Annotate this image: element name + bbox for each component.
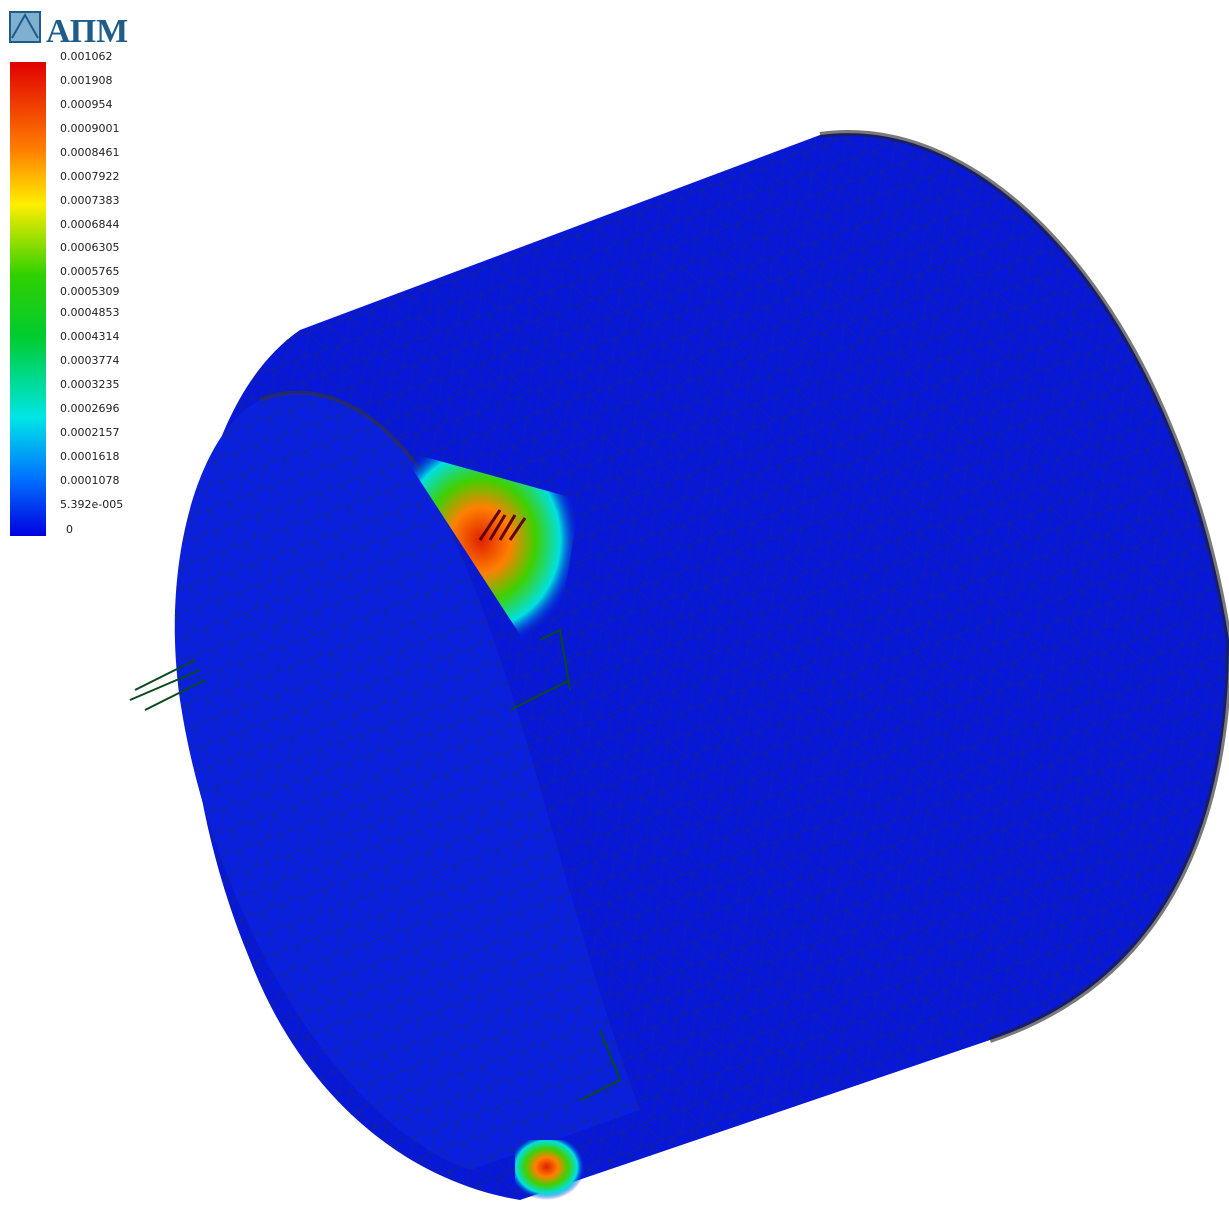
model [130, 133, 1229, 1200]
legend-label: 0.0006844 [60, 218, 120, 231]
legend-label: 0.0002696 [60, 402, 120, 415]
legend-label: 0.001908 [60, 74, 113, 87]
legend-label: 0.000954 [60, 98, 113, 111]
logo-text: АПМ [46, 13, 128, 50]
legend-label: 0.0004314 [60, 330, 120, 343]
legend-label: 0.0001078 [60, 474, 120, 487]
legend-label: 5.392e-005 [60, 498, 123, 511]
legend-label: 0.0004853 [60, 306, 120, 319]
legend-label: 0.0007383 [60, 194, 120, 207]
page: АПМ 0.001062 0.001908 0.000954 0.0009001 0.0… [0, 0, 1229, 1209]
legend-label: 0 [66, 523, 73, 536]
legend-label: 0.001062 [60, 50, 113, 63]
legend-label: 0.0006305 [60, 241, 120, 254]
legend-label: 0.0005765 [60, 265, 120, 278]
legend-label: 0.0002157 [60, 426, 120, 439]
legend-label: 0.0001618 [60, 450, 120, 463]
legend-panel: АПМ 0.001062 0.001908 0.000954 0.0009001 0.0… [0, 12, 170, 552]
logo-icon [10, 12, 40, 42]
legend-label: 0.0005309 [60, 285, 120, 298]
legend-label: 0.0008461 [60, 146, 120, 159]
legend-label: 0.0003774 [60, 354, 120, 367]
legend-label: 0.0003235 [60, 378, 120, 391]
legend-label: 0.0007922 [60, 170, 120, 183]
legend-label: 0.0009001 [60, 122, 120, 135]
fea-view: АПМ 0.001062 0.001908 0.000954 0.0009001 0.0… [0, 0, 1229, 1209]
color-scale [10, 62, 46, 536]
